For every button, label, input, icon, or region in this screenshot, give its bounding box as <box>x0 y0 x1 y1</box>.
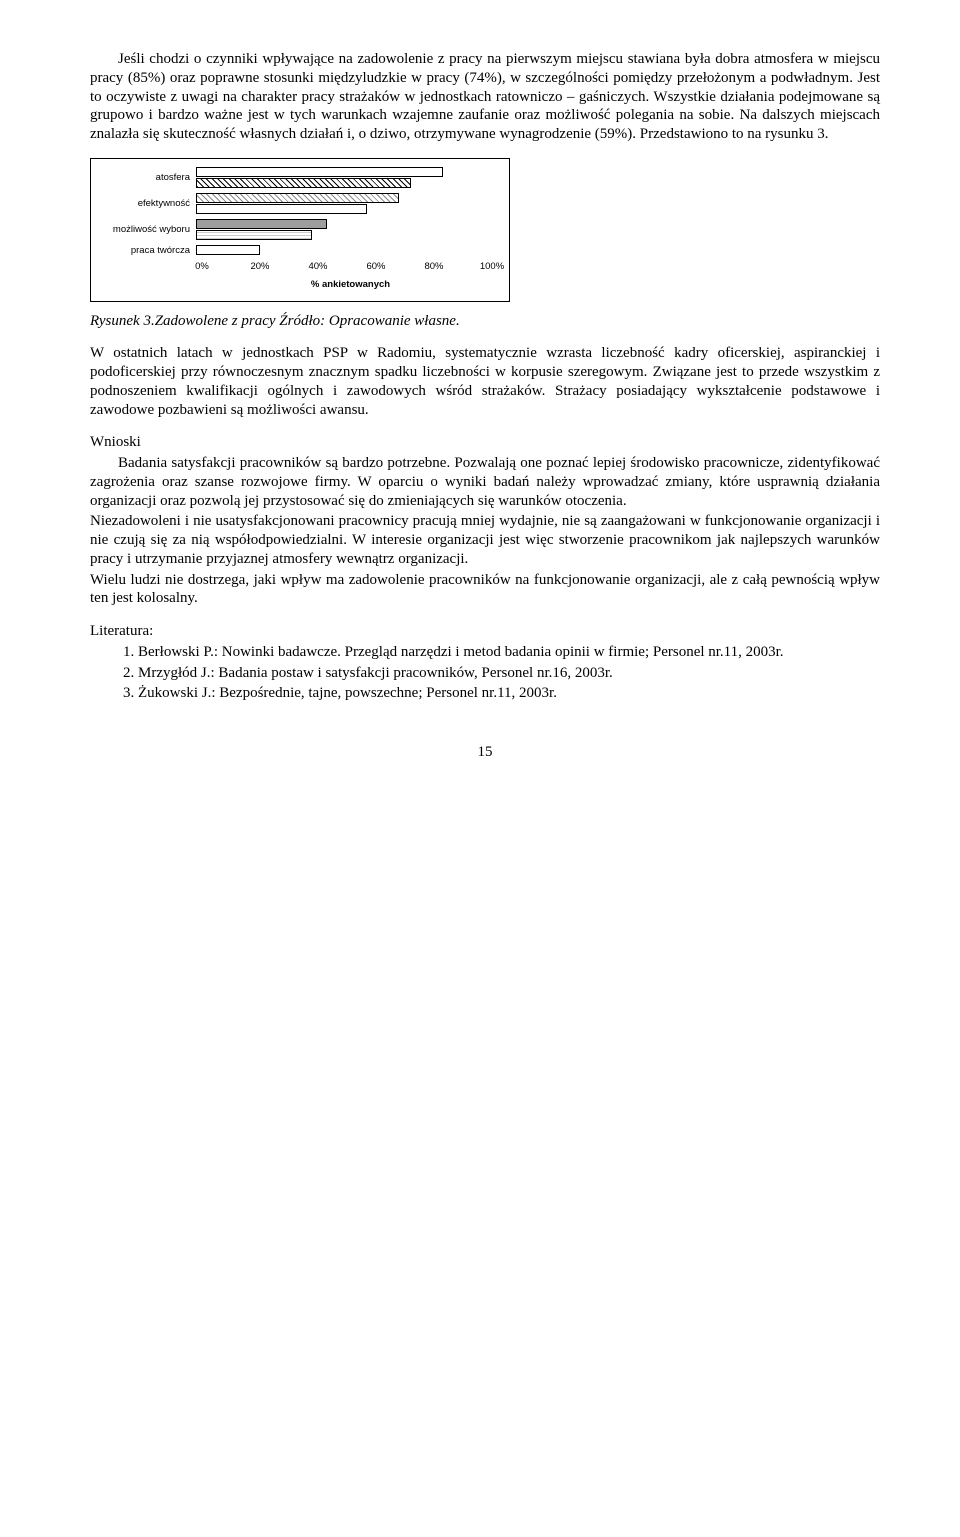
chart-figure-3: atosfera efektywność możliwość wyboru praca… <box>90 158 510 302</box>
body-paragraph: Jeśli chodzi o czynniki wpływające na za… <box>90 50 880 144</box>
literature-item: Mrzygłód J.: Badania postaw i satysfakcj… <box>138 664 880 683</box>
chart-bar <box>196 204 367 214</box>
chart-bar <box>196 193 399 203</box>
literature-item: Berłowski P.: Nowinki badawcze. Przegląd… <box>138 643 880 662</box>
body-paragraph: W ostatnich latach w jednostkach PSP w R… <box>90 344 880 419</box>
chart-bar <box>196 230 312 240</box>
chart-category-label: możliwość wyboru <box>101 224 196 236</box>
chart-tick-label: 0% <box>195 261 209 273</box>
chart-row: możliwość wyboru <box>101 219 499 241</box>
literature-item: Żukowski J.: Bezpośrednie, tajne, powsze… <box>138 684 880 703</box>
chart-bar <box>196 178 411 188</box>
literature-list: Berłowski P.: Nowinki badawcze. Przegląd… <box>114 643 880 703</box>
body-paragraph: Niezadowoleni i nie usatysfakcjonowani p… <box>90 512 880 568</box>
chart-x-axis-label: % ankietowanych <box>202 279 499 291</box>
figure-caption: Rysunek 3.Zadowolene z pracy Źródło: Opr… <box>90 312 880 331</box>
chart-row: atosfera <box>101 167 499 189</box>
chart-category-label: efektywność <box>101 198 196 210</box>
chart-tick-label: 60% <box>366 261 385 273</box>
chart-tick-label: 40% <box>308 261 327 273</box>
chart-row: praca twórcza <box>101 245 499 257</box>
chart-tick-label: 20% <box>250 261 269 273</box>
body-paragraph: Badania satysfakcji pracowników są bardz… <box>90 454 880 510</box>
body-paragraph: Wielu ludzi nie dostrzega, jaki wpływ ma… <box>90 571 880 609</box>
section-heading-literatura: Literatura: <box>90 622 880 641</box>
chart-bar <box>196 167 443 177</box>
chart-category-label: praca twórcza <box>101 245 196 257</box>
section-heading-wnioski: Wnioski <box>90 433 880 452</box>
page-number: 15 <box>90 743 880 762</box>
chart-bar <box>196 245 260 255</box>
chart-bar <box>196 219 327 229</box>
chart-category-label: atosfera <box>101 172 196 184</box>
chart-row: efektywność <box>101 193 499 215</box>
chart-tick-label: 80% <box>424 261 443 273</box>
chart-tick-label: 100% <box>480 261 504 273</box>
